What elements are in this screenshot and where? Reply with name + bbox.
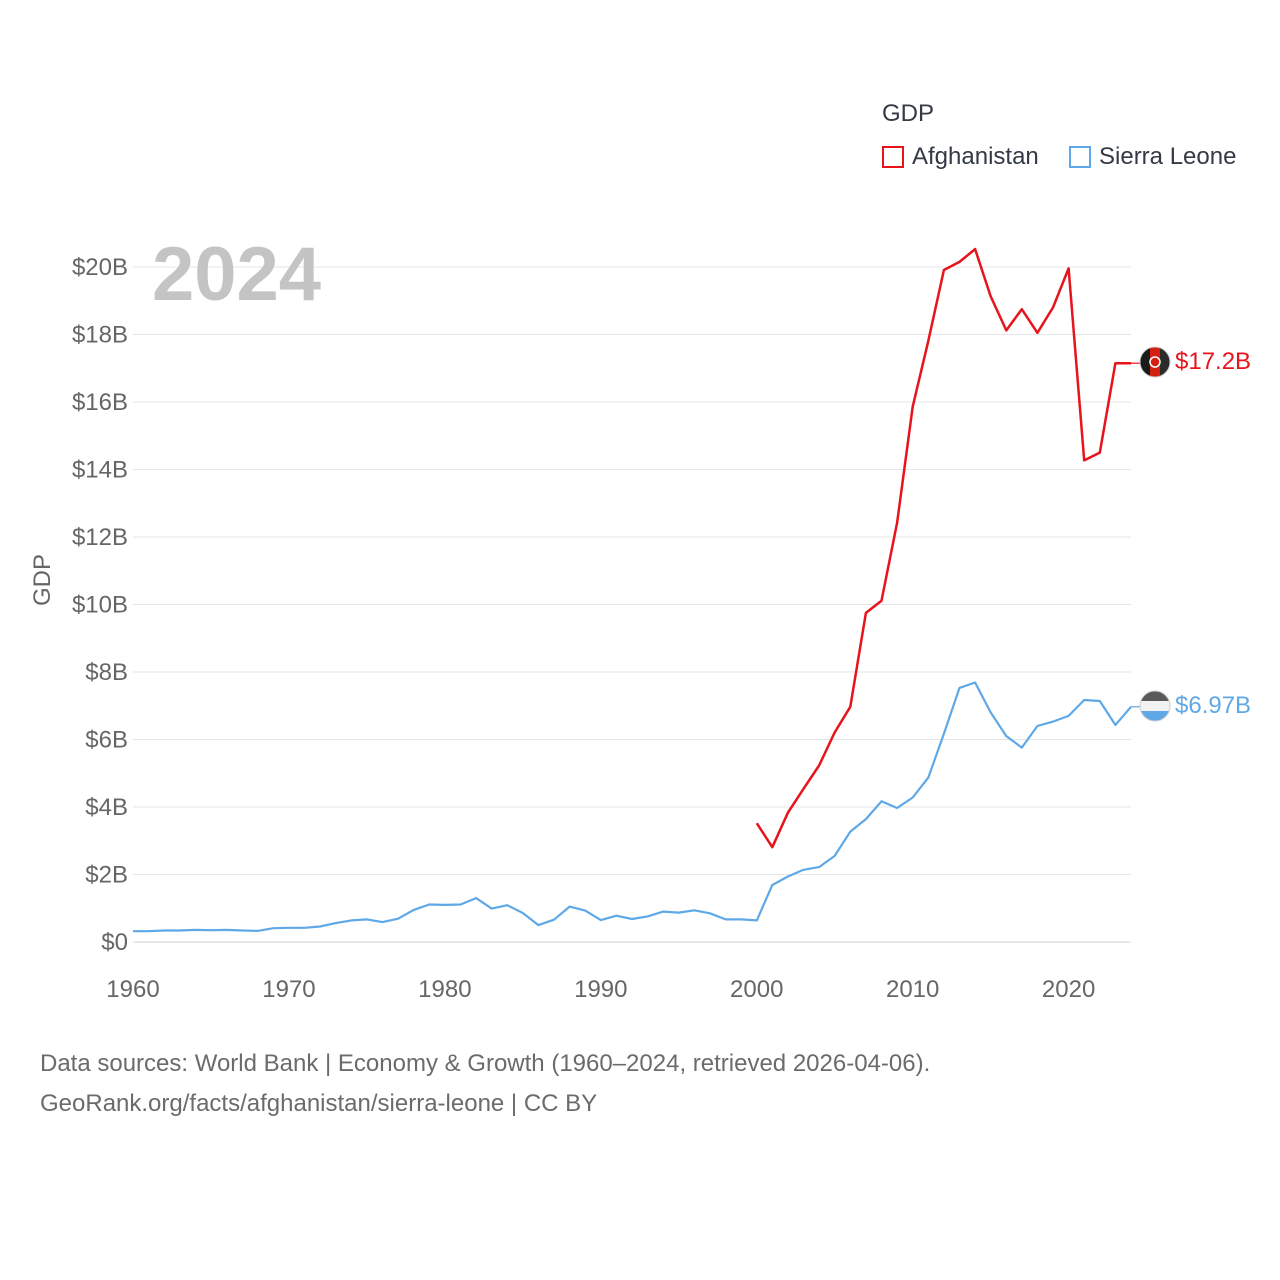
legend-item-sierra-leone[interactable]: Sierra Leone (1069, 143, 1236, 171)
year-watermark: 2024 (152, 232, 321, 317)
sierra-leone-flag-icon (1139, 690, 1171, 722)
legend-label-sierra-leone: Sierra Leone (1099, 143, 1237, 170)
y-tick-label: $10B (72, 592, 128, 619)
x-tick-label: 1980 (418, 976, 471, 1003)
y-tick-label: $18B (72, 322, 128, 349)
source-line-1: Data sources: World Bank | Economy & Gro… (40, 1050, 931, 1077)
y-axis-ticks: $0 $2B $4B $6B $8B $10B $12B $14B $16B $18B $20B (72, 254, 128, 956)
y-tick-label: $20B (72, 254, 128, 281)
source-line-2: GeoRank.org/facts/afghanistan/sierra-leo… (40, 1090, 598, 1117)
x-tick-label: 2000 (730, 976, 783, 1003)
y-tick-label: $4B (85, 794, 128, 821)
y-tick-label: $14B (72, 457, 128, 484)
x-tick-label: 2020 (1042, 976, 1095, 1003)
y-tick-label: $2B (85, 862, 128, 889)
grid-lines (133, 266, 1131, 943)
x-tick-label: 2010 (886, 976, 939, 1003)
series-layer (133, 247, 1140, 933)
data-source-note: Data sources: World Bank | Economy & Gro… (40, 1044, 930, 1124)
y-tick-label: $12B (72, 524, 128, 551)
x-tick-label: 1990 (574, 976, 627, 1003)
legend-item-afghanistan[interactable]: Afghanistan (882, 143, 1039, 171)
y-tick-label: $0 (101, 929, 128, 956)
legend-swatch-afghanistan (882, 146, 904, 168)
legend-swatch-sierra-leone (1069, 146, 1091, 168)
y-axis-label: GDP (29, 554, 56, 606)
series-line-afghanistan (755, 247, 1131, 849)
legend-label-afghanistan: Afghanistan (912, 143, 1039, 170)
y-tick-label: $8B (85, 659, 128, 686)
y-tick-label: $16B (72, 389, 128, 416)
y-tick-label: $6B (85, 727, 128, 754)
x-tick-label: 1960 (106, 976, 159, 1003)
series-line-sierra-leone (133, 681, 1132, 933)
x-axis-ticks: 1960 1970 1980 1990 2000 2010 2020 (106, 976, 1095, 1003)
afghanistan-end-label: $17.2B (1175, 348, 1251, 375)
afghanistan-flag-icon (1139, 346, 1171, 378)
legend-title: GDP (882, 100, 935, 127)
sierra-leone-end-label: $6.97B (1175, 692, 1251, 719)
x-tick-label: 1970 (262, 976, 315, 1003)
